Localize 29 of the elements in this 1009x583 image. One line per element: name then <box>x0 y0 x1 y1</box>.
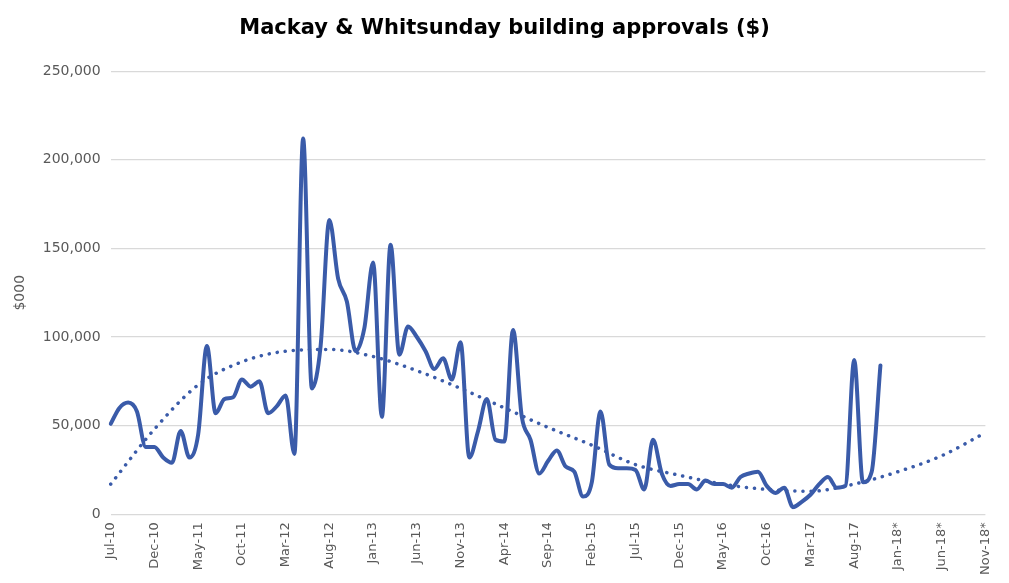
x-tick-label: Dec-15 <box>670 522 686 569</box>
x-tick-label: Mar-17 <box>801 522 817 568</box>
y-tick-label: 250,000 <box>42 61 101 78</box>
x-tick-label: Oct-11 <box>233 522 249 566</box>
x-tick-label: Dec-10 <box>145 522 161 569</box>
y-tick-label: 50,000 <box>51 416 101 433</box>
x-tick-label: Jan-18* <box>889 521 905 572</box>
y-tick-label: 150,000 <box>42 239 101 256</box>
y-tick-label: 200,000 <box>42 150 101 167</box>
x-tick-label: Sep-14 <box>539 522 555 568</box>
x-tick-label: Jul-15 <box>626 522 642 561</box>
x-tick-label: Jun-18* <box>933 521 949 572</box>
x-tick-label: Feb-15 <box>583 522 599 567</box>
x-tick-label: May-16 <box>714 522 730 571</box>
x-tick-label: Aug-12 <box>320 522 336 569</box>
x-tick-label: Oct-16 <box>758 522 774 566</box>
x-tick-label: Mar-12 <box>277 522 293 568</box>
x-tick-label: Jul-10 <box>102 522 118 561</box>
x-tick-label: Apr-14 <box>495 522 511 566</box>
y-axis-title: $000 <box>11 274 28 311</box>
x-tick-label: Jun-13 <box>408 522 424 565</box>
y-tick-label: 100,000 <box>42 327 101 344</box>
x-tick-label: May-11 <box>189 522 205 571</box>
chart-title: Mackay & Whitsunday building approvals ($) <box>239 15 770 40</box>
x-tick-label: Aug-17 <box>845 522 861 569</box>
x-tick-label: Nov-13 <box>451 522 467 569</box>
x-tick-label: Jan-13 <box>364 522 380 565</box>
y-tick-label: 0 <box>91 504 101 521</box>
x-tick-label: Nov-18* <box>976 521 992 576</box>
